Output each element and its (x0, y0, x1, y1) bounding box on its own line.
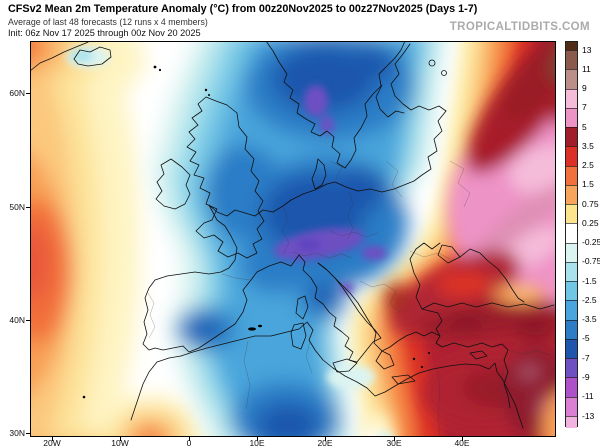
lat-tick (26, 93, 30, 94)
colorbar-tick-label: -0.25 (582, 237, 600, 248)
colorbar-cell (566, 281, 577, 301)
colorbar-cell (566, 358, 577, 378)
lon-tick-label: 20E (317, 438, 333, 446)
colorbar-cell (566, 165, 577, 185)
colorbar-cell (566, 261, 577, 282)
lon-tick-label: 40E (454, 438, 470, 446)
lon-tick (257, 437, 258, 441)
colorbar-tick-label: -11 (582, 391, 594, 402)
lat-tick (26, 207, 30, 208)
colorbar-cell (566, 88, 577, 108)
colorbar-tick-label: 13 (582, 44, 592, 55)
lon-tick (394, 437, 395, 441)
lon-tick (52, 437, 53, 441)
colorbar-cell (566, 127, 577, 147)
colorbar-cell (566, 300, 577, 320)
colorbar-tick-label: 0.25 (582, 217, 599, 228)
colorbar-tick-label: 9 (582, 83, 587, 94)
island-specks (82, 65, 430, 399)
colorbar-cell (566, 338, 577, 359)
lat-tick-label: 30N (9, 428, 25, 438)
colorbar-tick-label: 11 (582, 63, 591, 74)
colorbar-cell (566, 242, 577, 262)
lat-tick-label: 40N (9, 315, 25, 325)
colorbar-tick-label: 5 (582, 121, 587, 132)
country-borders (147, 160, 551, 436)
colorbar-tick-label: -3.5 (582, 314, 597, 325)
colorbar-cell (566, 223, 577, 243)
lat-tick-label: 50N (9, 202, 25, 212)
colorbar-cell (566, 107, 577, 128)
coastlines (30, 41, 555, 429)
lon-tick (325, 437, 326, 441)
lon-tick (189, 437, 190, 441)
atlantic-warm-field (30, 41, 202, 437)
page-subtitle: Average of last 48 forecasts (12 runs x … (8, 17, 208, 27)
colorbar-cell (566, 42, 577, 50)
colorbar-legend (565, 41, 578, 428)
lon-tick (120, 437, 121, 441)
colorbar-cell (566, 396, 577, 416)
lat-tick (26, 433, 30, 434)
colorbar-cell (566, 184, 577, 205)
colorbar-tick-label: -9 (582, 371, 590, 382)
colorbar-tick-label: -13 (582, 410, 595, 421)
colorbar-cell (566, 146, 577, 166)
lon-tick-label: 10E (249, 438, 265, 446)
colorbar-cell (566, 416, 577, 428)
colorbar-tick-label: -0.75 (582, 256, 600, 267)
colorbar-tick-label: 1.5 (582, 179, 594, 190)
lon-tick-label: 10W (111, 438, 129, 446)
colorbar-cell (566, 69, 577, 89)
colorbar-tick-label: -7 (582, 352, 590, 363)
lon-tick-label: 30E (386, 438, 402, 446)
lon-tick (462, 437, 463, 441)
colorbar-tick-label: 3.5 (582, 140, 594, 151)
init-line: Init: 06z Nov 17 2025 through 00z Nov 20… (8, 28, 201, 38)
colorbar-tick-label: -2.5 (582, 294, 597, 305)
lon-tick-label: 0 (186, 438, 192, 446)
map-frame (30, 41, 556, 437)
colorbar-tick-label: 0.75 (582, 198, 599, 209)
east-warm-overlays (359, 41, 556, 437)
lon-tick-label: 20W (43, 438, 61, 446)
colorbar-tick-label: -5 (582, 333, 590, 344)
colorbar-cell (566, 204, 577, 224)
anomaly-map-canvas (30, 41, 556, 437)
colorbar-tick-label: 7 (582, 102, 587, 113)
colorbar-tick-label: -1.5 (582, 275, 597, 286)
colorbar-cell (566, 319, 577, 339)
colorbar-tick-label: 2.5 (582, 160, 594, 171)
lat-tick (26, 320, 30, 321)
colorbar-cell (566, 50, 577, 70)
lat-tick-label: 60N (9, 88, 25, 98)
watermark: TROPICALTIDBITS.COM (449, 21, 590, 33)
colorbar-cell (566, 377, 577, 397)
map-plot-area (30, 41, 556, 437)
page-title: CFSv2 Mean 2m Temperature Anomaly (°C) f… (8, 3, 478, 15)
cool-field (150, 41, 446, 437)
